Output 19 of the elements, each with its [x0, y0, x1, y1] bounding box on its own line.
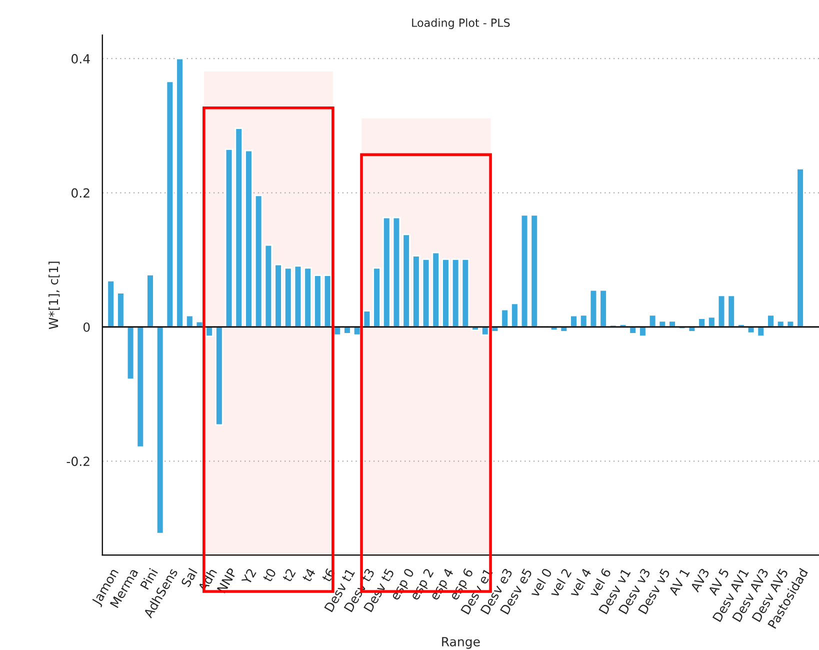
x-tick-label: t4 — [302, 568, 316, 582]
bar — [146, 274, 154, 328]
bar — [461, 258, 470, 328]
x-tick-label: t0 — [262, 568, 276, 583]
chart-title: Loading Plot - PLS — [412, 18, 510, 30]
x-tick-label: AV 1 — [668, 568, 690, 596]
y-tick-label: -0.2 — [66, 456, 90, 466]
x-tick-label: t2 — [282, 568, 296, 582]
y-tick-label: 0.4 — [72, 54, 90, 64]
y-tick-label: 0.2 — [72, 188, 90, 198]
x-axis-title: Range — [442, 637, 480, 649]
y-tick-label: 0 — [83, 322, 90, 332]
bar — [136, 326, 145, 448]
y-axis-title: W*[1], c[1] — [48, 262, 60, 330]
bar — [126, 326, 135, 380]
x-tick-label: Sal — [180, 568, 198, 588]
bar — [648, 314, 657, 328]
bar — [156, 326, 164, 534]
x-tick-label: Y2 — [241, 568, 256, 586]
